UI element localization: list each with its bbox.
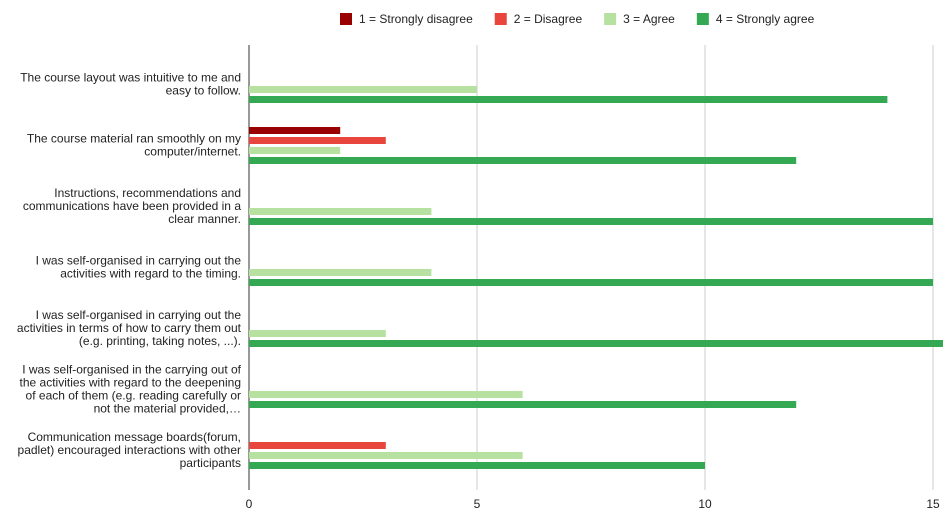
bar: [249, 137, 386, 144]
bar: [249, 157, 797, 164]
category-label: I was self-organised in carrying out the…: [36, 254, 242, 281]
category-label: Instructions, recommendations and communi…: [23, 186, 241, 226]
bar: [249, 269, 432, 276]
x-tick-label: 5: [474, 497, 481, 511]
bar: [249, 279, 933, 286]
bar: [249, 208, 432, 215]
bar: [249, 401, 797, 408]
category-label: The course material ran smoothly on my co…: [27, 132, 241, 159]
bar: [249, 452, 523, 459]
x-tick-label: 15: [926, 497, 940, 511]
legend-label: 1 = Strongly disagree: [359, 12, 473, 26]
legend-swatch: [604, 13, 617, 25]
legend-swatch: [494, 13, 507, 25]
legend-item: 3 = Agree: [604, 12, 675, 26]
legend-label: 4 = Strongly agree: [716, 12, 815, 26]
bar: [249, 340, 943, 347]
legend-swatch: [696, 13, 709, 25]
bar: [249, 86, 477, 93]
category-label: I was self-organised in carrying out the…: [17, 308, 242, 348]
category-label: The course layout was intuitive to me an…: [20, 71, 241, 98]
legend-item: 4 = Strongly agree: [696, 12, 815, 26]
legend-label: 2 = Disagree: [514, 12, 583, 26]
bar: [249, 442, 386, 449]
legend-item: 2 = Disagree: [494, 12, 583, 26]
category-label: I was self-organised in the carrying out…: [20, 363, 242, 416]
bar: [249, 96, 888, 103]
bar: [249, 218, 933, 225]
x-tick-label: 0: [246, 497, 253, 511]
legend-item: 1 = Strongly disagree: [340, 12, 473, 26]
legend-swatch: [340, 13, 352, 25]
bar: [249, 147, 341, 154]
bar: [249, 330, 386, 337]
x-tick-label: 10: [698, 497, 712, 511]
bar: [249, 127, 341, 134]
bar: [249, 391, 523, 398]
category-label: Communication message boards(forum, padle…: [18, 430, 241, 470]
bar: [249, 462, 705, 469]
legend-label: 3 = Agree: [623, 12, 675, 26]
